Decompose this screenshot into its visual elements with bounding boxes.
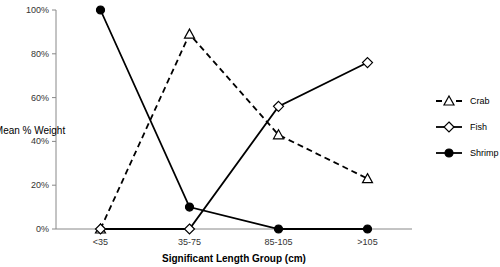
marker [364, 225, 372, 233]
y-tick-label: 100% [26, 5, 49, 15]
marker [97, 6, 105, 14]
x-tick-label: 35-75 [178, 237, 201, 247]
marker [274, 130, 284, 139]
x-tick-label: 85-105 [264, 237, 292, 247]
y-tick-label: 40% [31, 136, 49, 146]
marker [363, 58, 373, 68]
series-line [101, 10, 368, 229]
chart: 0% 20% 40% 60% 80% 100% <35 35-75 85-105 >105 Mean… [0, 0, 500, 267]
x-tick-label: >105 [357, 237, 377, 247]
legend-marker [444, 122, 454, 132]
y-axis-title: Mean % Weight [0, 125, 65, 136]
marker [185, 29, 195, 38]
legend: Crab Fish Shrimp [436, 96, 499, 158]
x-tick-label: <35 [93, 237, 108, 247]
marker [186, 203, 194, 211]
y-tick-label: 0% [36, 224, 49, 234]
marker [274, 101, 284, 111]
marker [363, 174, 373, 183]
plot-area [96, 6, 373, 234]
legend-marker [445, 149, 453, 157]
marker [275, 225, 283, 233]
y-tick-label: 20% [31, 180, 49, 190]
y-tick [52, 141, 56, 142]
legend-label: Crab [470, 96, 490, 106]
legend-label: Fish [470, 122, 487, 132]
marker [96, 224, 106, 233]
y-tick [52, 185, 56, 186]
series-line [101, 63, 368, 229]
y-tick-label: 60% [31, 93, 49, 103]
x-axis-title: Significant Length Group (cm) [162, 253, 306, 264]
series-line [101, 34, 368, 229]
marker [96, 224, 106, 234]
legend-label: Shrimp [470, 148, 499, 158]
legend-marker [444, 96, 454, 105]
y-axis [56, 10, 57, 229]
y-tick [52, 229, 56, 230]
y-tick [52, 53, 56, 54]
y-tick-label: 80% [31, 49, 49, 59]
y-tick [52, 10, 56, 11]
y-tick [52, 97, 56, 98]
marker [185, 224, 195, 234]
